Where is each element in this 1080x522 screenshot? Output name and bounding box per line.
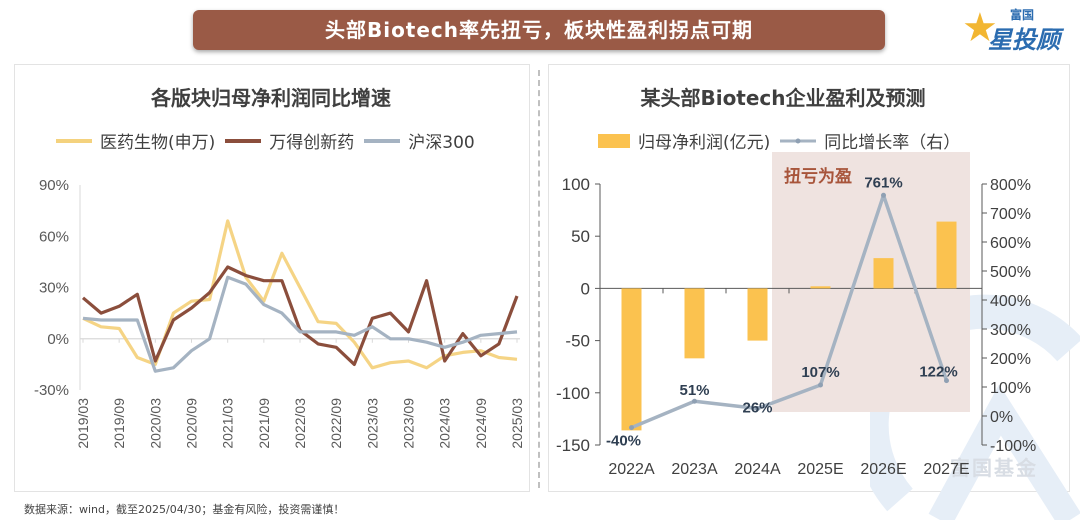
growth-point: [818, 382, 823, 388]
bar-2023A: [684, 288, 705, 359]
y-tick-label: 90%: [39, 177, 69, 194]
x-tick-label: 2023A: [671, 461, 718, 478]
page-banner-title: 头部Biotech率先扭亏，板块性盈利拐点可期: [193, 10, 885, 50]
star-icon: ★: [962, 5, 998, 51]
growth-data-label: 51%: [679, 382, 709, 399]
right-y-tick-label: 300%: [990, 322, 1031, 339]
x-tick-label: 2024A: [734, 461, 781, 478]
left-y-tick-label: -150: [556, 436, 590, 455]
growth-point: [881, 192, 886, 198]
growth-rate-line: [630, 193, 949, 430]
right-chart-title: 某头部Biotech企业盈利及预测: [640, 86, 926, 110]
series-line-csi300: [82, 275, 518, 373]
bar-2025E: [810, 286, 831, 289]
y-tick-label: 0%: [47, 331, 69, 348]
legend-label: 万得创新药: [269, 133, 355, 153]
x-tick-label: 2021/03: [220, 398, 236, 449]
bar-2027E: [936, 221, 957, 289]
right-combo-chart: 扭亏为盈 100 50 0 -50 -100 -150 800% 700% 600% 500% 400…: [556, 152, 1036, 478]
right-y-tick-label: 200%: [990, 351, 1031, 368]
x-tick-label: 2020/03: [147, 398, 163, 449]
left-y-tick-label: -50: [565, 332, 590, 351]
legend-item-csi300: 沪深300: [364, 128, 475, 153]
growth-point: [755, 405, 760, 411]
legend-label: 归母净利润(亿元): [638, 133, 771, 153]
right-y-tick-label: 600%: [990, 235, 1031, 252]
left-chart-title: 各版块归母净利润同比增速: [151, 86, 391, 110]
y-tick-label: 30%: [39, 280, 69, 297]
legend-swatch-brown: [225, 138, 262, 143]
left-line-chart: 90% 60% 30% 0% -30% 2019/03 2019/09 2020/03 2020…: [34, 177, 525, 449]
panel-divider: [538, 70, 540, 488]
x-tick-label: 2022A: [608, 461, 655, 478]
legend-item-yoy-growth: 同比增长率（右）: [780, 128, 960, 153]
growth-data-label: 122%: [919, 364, 957, 381]
bar-2022A: [621, 288, 642, 431]
x-tick-label: 2024/03: [437, 398, 453, 449]
right-y-tick-label: 100%: [990, 380, 1031, 397]
growth-data-label: -40%: [606, 433, 641, 450]
left-chart-legend: 医药生物(申万) 万得创新药 沪深300: [56, 128, 485, 153]
legend-label: 同比增长率（右）: [824, 133, 961, 153]
x-tick-label: 2019/03: [75, 398, 91, 449]
growth-data-label: 107%: [801, 364, 839, 381]
x-tick-label: 2025/03: [509, 398, 525, 449]
turnaround-annotation: 扭亏为盈: [784, 166, 852, 186]
x-tick-label: 2026E: [860, 461, 906, 478]
watermark-text: 富国基金: [950, 456, 1038, 480]
y-tick-label: -30%: [34, 382, 69, 399]
right-y-tick-label: 500%: [990, 264, 1031, 281]
x-tick-label: 2019/09: [111, 398, 127, 449]
x-tick-label: 2027E: [923, 461, 969, 478]
left-y-tick-label: 50: [571, 227, 590, 246]
growth-data-label: 26%: [742, 399, 772, 416]
legend-swatch-yellow: [56, 138, 92, 143]
x-tick-label: 2022/03: [292, 398, 308, 449]
x-tick-label: 2021/09: [256, 398, 272, 449]
legend-swatch-line: [780, 138, 817, 143]
y-tick-label: 60%: [39, 228, 69, 245]
legend-swatch-blue: [364, 138, 401, 143]
bar-2026E: [873, 258, 894, 289]
legend-item-pharma: 医药生物(申万): [56, 128, 215, 153]
x-tick-label: 2023/09: [401, 398, 417, 449]
bar-2024A: [747, 288, 768, 341]
x-tick-label: 2024/09: [473, 398, 489, 449]
right-y-tick-label: 800%: [990, 177, 1031, 194]
left-y-tick-label: 0: [581, 279, 590, 298]
right-chart-legend: 归母净利润(亿元) 同比增长率（右）: [598, 128, 970, 153]
right-y-tick-label: -100%: [990, 438, 1036, 455]
logo-top-text: 富国: [1010, 8, 1035, 22]
x-tick-label: 2020/09: [184, 398, 200, 449]
legend-item-innovative-drug: 万得创新药: [225, 128, 354, 153]
footer-disclaimer: 数据来源：wind，截至2025/04/30；基金有风险，投资需谨慎！: [24, 503, 345, 516]
x-tick-label: 2022/09: [328, 398, 344, 449]
left-y-tick-label: 100: [562, 175, 590, 194]
left-y-tick-label: -100: [556, 384, 590, 403]
right-y-tick-label: 700%: [990, 206, 1031, 223]
logo-main-text: 星投顾: [988, 26, 1060, 54]
legend-swatch-bar: [598, 133, 630, 148]
right-y-tick-label: 400%: [990, 293, 1031, 310]
growth-data-label: 761%: [864, 174, 902, 191]
growth-point: [629, 425, 634, 431]
right-y-tick-label: 0%: [990, 409, 1013, 426]
legend-label: 医药生物(申万): [100, 133, 216, 153]
x-tick-label: 2023/03: [364, 398, 380, 449]
legend-label: 沪深300: [408, 133, 475, 153]
growth-point: [692, 398, 697, 404]
brand-logo: ★ 富国 星投顾: [960, 4, 1070, 54]
legend-item-net-profit: 归母净利润(亿元): [598, 128, 770, 153]
growth-point: [944, 378, 949, 384]
x-tick-label: 2025E: [797, 461, 843, 478]
